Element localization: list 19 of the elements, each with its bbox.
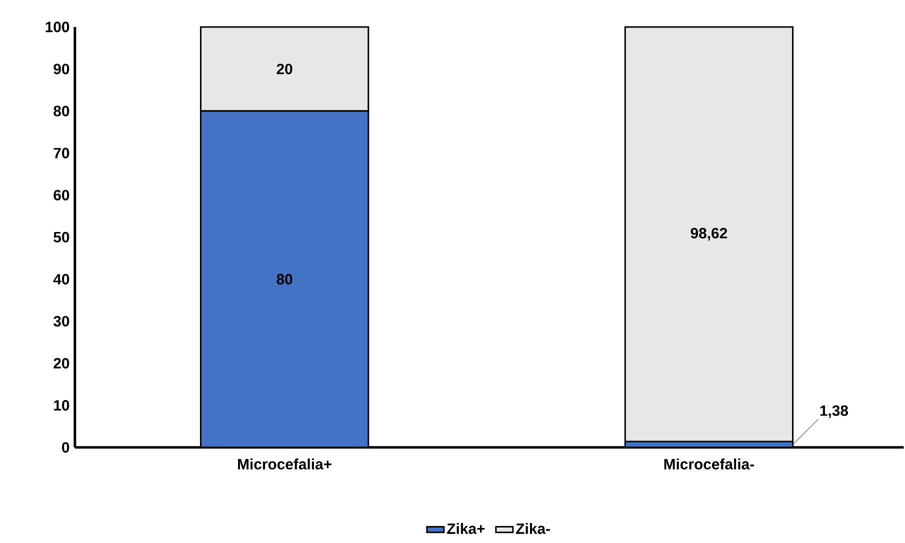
- y-tick-label: 50: [54, 232, 70, 242]
- y-tick-label: 30: [53, 316, 70, 326]
- y-tick-label: 10: [54, 400, 70, 410]
- y-tick-label: 40: [53, 274, 70, 284]
- y-tick-label: 80: [54, 106, 70, 116]
- x-tick-label: Microcefalia-: [664, 458, 754, 470]
- y-tick-label: 100: [46, 22, 70, 32]
- x-tick-label: Microcefalia+: [238, 458, 332, 470]
- y-tick-label: 60: [54, 190, 70, 200]
- y-tick-label: 70: [54, 148, 70, 158]
- y-tick-label: 20: [54, 358, 70, 368]
- data-label: 80: [276, 274, 292, 284]
- y-tick-label: 0: [62, 442, 70, 453]
- legend-label: Zika+: [447, 522, 485, 534]
- data-label: 1,38: [820, 405, 848, 418]
- legend-label: Zika-: [516, 522, 550, 534]
- data-label: 20: [276, 64, 292, 74]
- data-label: 98,62: [690, 228, 728, 241]
- y-tick-label: 90: [54, 64, 70, 74]
